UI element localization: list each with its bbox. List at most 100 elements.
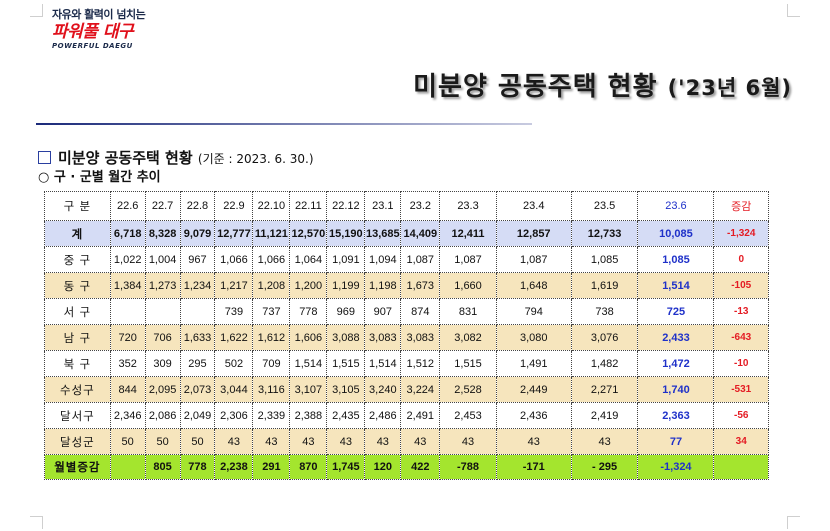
table-cell: 3,080: [495, 324, 572, 351]
table-cell: 2,435: [326, 402, 366, 429]
table-cell: 874: [400, 298, 441, 325]
table-cell: 2,453: [439, 402, 497, 429]
table-cell: 2,419: [570, 402, 639, 429]
table-cell: 706: [144, 324, 181, 351]
table-cell: 907: [364, 298, 402, 325]
table-cell: 1,514: [637, 272, 715, 299]
table-cell: 844: [109, 376, 146, 403]
table-cell: 3,083: [400, 324, 441, 351]
section-heading-text: 미분양 공동주택 현황: [58, 149, 193, 167]
table-cell: 831: [439, 298, 497, 325]
table-cell: 725: [637, 298, 715, 325]
logo-tagline: 자유와 활력이 넘치는: [52, 8, 146, 21]
table-cell: 1,066: [214, 246, 254, 273]
table-cell: 50: [109, 428, 146, 455]
table-cell: 12,777: [214, 220, 254, 247]
table-cell: 778: [179, 454, 216, 480]
table-cell: 1,515: [439, 350, 497, 377]
table-row: 계 6,718 8,328 9,079 12,777 11,121 12,570 15,190…: [44, 220, 769, 247]
table-cell: 794: [495, 298, 572, 325]
table-cell: 43: [326, 428, 366, 455]
table-cell: 23.4: [495, 191, 572, 221]
table-cell: 1,514: [364, 350, 402, 377]
table-cell: 1,619: [570, 272, 639, 299]
table-cell: 291: [252, 454, 291, 480]
section-basis-date: (기준 : 2023. 6. 30.): [197, 152, 314, 166]
table-cell: 295: [179, 350, 216, 377]
table-cell: 1,633: [179, 324, 216, 351]
table-cell: 3,044: [214, 376, 254, 403]
row-label: 달서구: [44, 402, 111, 429]
table-cell: 1,091: [326, 246, 366, 273]
corner-mark: [787, 4, 800, 17]
change-cell: -1,324: [713, 220, 769, 247]
table-cell: 720: [109, 324, 146, 351]
table-cell: 23.2: [400, 191, 441, 221]
table-cell: 1,745: [326, 454, 366, 480]
table-cell: 1,234: [179, 272, 216, 299]
table-cell: 12,570: [289, 220, 328, 247]
table-cell: 3,224: [400, 376, 441, 403]
corner-mark: [30, 4, 43, 17]
table-header-row: 구 분 22.6 22.7 22.8 22.9 22.10 22.11 22.12 23.1 23…: [44, 191, 769, 221]
table-cell: 2,388: [289, 402, 328, 429]
table-cell: 120: [364, 454, 402, 480]
table-cell: 11,121: [252, 220, 291, 247]
daegu-logo: 자유와 활력이 넘치는 파워풀 대구 POWERFUL DAEGU: [52, 6, 146, 50]
table-cell: 3,116: [252, 376, 291, 403]
table-row: 동 구 1,384 1,273 1,234 1,217 1,208 1,200 1,199 1,…: [44, 272, 769, 299]
change-cell: 34: [713, 428, 769, 455]
table-row: 남 구 720 706 1,633 1,622 1,612 1,606 3,088 3,083 3…: [44, 324, 769, 351]
table-cell: 22.10: [252, 191, 291, 221]
row-label: 북 구: [44, 350, 111, 377]
table-cell: 50: [144, 428, 181, 455]
table-cell: 22.9: [214, 191, 254, 221]
table-cell: 352: [109, 350, 146, 377]
table-cell: 1,384: [109, 272, 146, 299]
table-cell: 43: [400, 428, 441, 455]
table-cell: 22.7: [144, 191, 181, 221]
table-cell: 1,004: [144, 246, 181, 273]
table-cell: 12,411: [439, 220, 497, 247]
table-row: 달서구 2,346 2,086 2,049 2,306 2,339 2,388 2,435 2,…: [44, 402, 769, 429]
table-cell: 422: [400, 454, 441, 480]
table-cell: 1,217: [214, 272, 254, 299]
table-cell: 2,049: [179, 402, 216, 429]
title-divider: [36, 123, 532, 125]
table-cell: 2,346: [109, 402, 146, 429]
table-row: 월별증감 805 778 2,238 291 870 1,745 120 422 -788 -171…: [44, 454, 769, 480]
table-cell: 23.1: [364, 191, 402, 221]
table-cell: 2,339: [252, 402, 291, 429]
table-cell: 12,857: [495, 220, 572, 247]
unsold-housing-table: 구 분 22.6 22.7 22.8 22.9 22.10 22.11 22.12 23.1 23…: [44, 191, 769, 480]
section-heading: 미분양 공동주택 현황 (기준 : 2023. 6. 30.): [38, 147, 314, 168]
table-cell: 14,409: [400, 220, 441, 247]
change-cell: -105: [713, 272, 769, 299]
table-cell: 709: [252, 350, 291, 377]
table-cell: 23.5: [570, 191, 639, 221]
change-cell: -56: [713, 402, 769, 429]
change-cell: 증감: [713, 191, 769, 221]
table-cell: 43: [252, 428, 291, 455]
table-cell: -1,324: [637, 454, 715, 480]
table-cell: 3,083: [364, 324, 402, 351]
row-label: 서 구: [44, 298, 111, 325]
table-cell: 2,449: [495, 376, 572, 403]
table-cell: 2,436: [495, 402, 572, 429]
table-cell: 1,085: [637, 246, 715, 273]
table-cell: -171: [495, 454, 572, 480]
row-label: 중 구: [44, 246, 111, 273]
table-cell: 43: [495, 428, 572, 455]
table-cell: 12,733: [570, 220, 639, 247]
table-cell: 2,491: [400, 402, 441, 429]
table-cell: 2,271: [570, 376, 639, 403]
table-cell: 3,107: [289, 376, 328, 403]
table-cell: 1,622: [214, 324, 254, 351]
table-row: 달성군 50 50 50 43 43 43 43 43 43 43 43 43 77 34: [44, 428, 769, 455]
table-cell: 43: [289, 428, 328, 455]
table-cell: 3,076: [570, 324, 639, 351]
table-cell: 1,472: [637, 350, 715, 377]
table-cell: 1,208: [252, 272, 291, 299]
table-cell: 2,306: [214, 402, 254, 429]
change-cell: -13: [713, 298, 769, 325]
